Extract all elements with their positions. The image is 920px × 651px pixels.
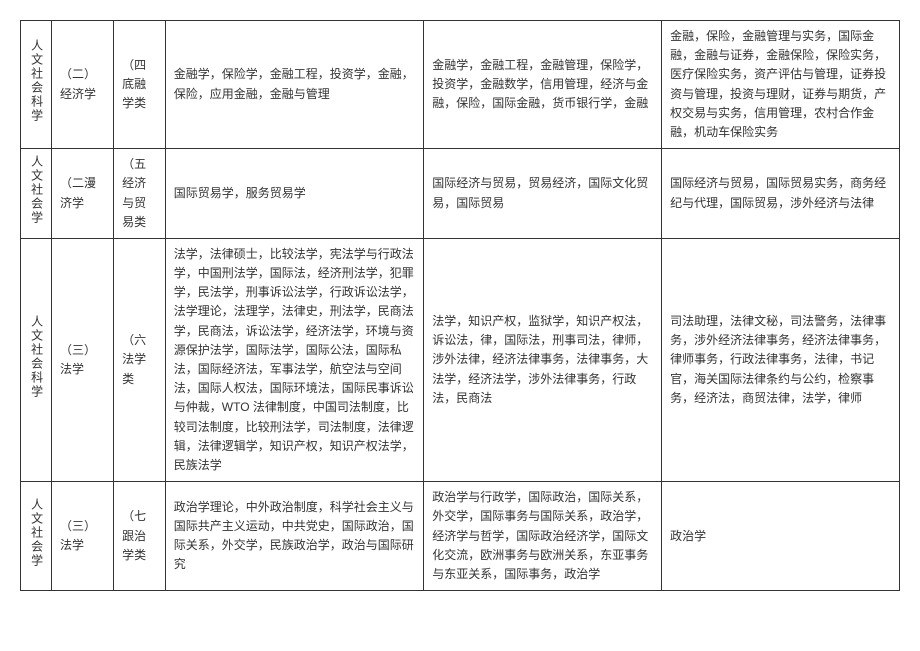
major-category-table: 人文社会科学 （二）经济学 （四底融学类 金融学，保险学，金融工程，投资学，金融… — [20, 20, 900, 591]
type-cell: （六法学类 — [114, 238, 166, 481]
category-text: 人文社会学 — [26, 498, 45, 568]
content-cell-b: 政治学与行政学，国际政治，国际关系，外交学，国际事务与国际关系，政治学，经济学与… — [424, 482, 662, 591]
content-cell-c: 国际经济与贸易，国际贸易实务，商务经纪与代理，国际贸易，涉外经济与法律 — [662, 149, 900, 239]
subcategory-cell: （二漫济学 — [52, 149, 114, 239]
content-cell-a: 国际贸易学，服务贸易学 — [165, 149, 424, 239]
table-row: 人文社会科学 （三）法学 （六法学类 法学，法律硕士，比较法学，宪法学与行政法学… — [21, 238, 900, 481]
type-cell: （七跟治学类 — [114, 482, 166, 591]
content-cell-b: 金融学，金融工程，金融管理，保险学，投资学，金融数学，信用管理，经济与金融，保险… — [424, 21, 662, 149]
content-cell-a: 金融学，保险学，金融工程，投资学，金融，保险，应用金融，金融与管理 — [165, 21, 424, 149]
category-cell: 人文社会学 — [21, 149, 52, 239]
type-cell: （五经济与贸易类 — [114, 149, 166, 239]
subcategory-cell: （三）法学 — [52, 482, 114, 591]
subcategory-cell: （三）法学 — [52, 238, 114, 481]
subcategory-cell: （二）经济学 — [52, 21, 114, 149]
category-cell: 人文社会科学 — [21, 238, 52, 481]
content-cell-c: 司法助理，法律文秘，司法警务，法律事务，涉外经济法律事务，经济法律事务，律师事务… — [662, 238, 900, 481]
content-cell-b: 国际经济与贸易，贸易经济，国际文化贸易，国际贸易 — [424, 149, 662, 239]
table-row: 人文社会学 （三）法学 （七跟治学类 政治学理论，中外政治制度，科学社会主义与国… — [21, 482, 900, 591]
category-text: 人文社会科学 — [26, 39, 45, 123]
category-text: 人文社会科学 — [26, 315, 45, 399]
table-row: 人文社会学 （二漫济学 （五经济与贸易类 国际贸易学，服务贸易学 国际经济与贸易… — [21, 149, 900, 239]
content-cell-a: 政治学理论，中外政治制度，科学社会主义与国际共产主义运动，中共党史，国际政治，国… — [165, 482, 424, 591]
category-cell: 人文社会科学 — [21, 21, 52, 149]
content-cell-c: 政治学 — [662, 482, 900, 591]
type-cell: （四底融学类 — [114, 21, 166, 149]
category-text: 人文社会学 — [26, 155, 45, 225]
category-cell: 人文社会学 — [21, 482, 52, 591]
table-row: 人文社会科学 （二）经济学 （四底融学类 金融学，保险学，金融工程，投资学，金融… — [21, 21, 900, 149]
content-cell-b: 法学，知识产权，监狱学，知识产权法，诉讼法，律，国际法，刑事司法，律师，涉外法律… — [424, 238, 662, 481]
content-cell-c: 金融，保险，金融管理与实务，国际金融，金融与证券，金融保险，保险实务，医疗保险实… — [662, 21, 900, 149]
content-cell-a: 法学，法律硕士，比较法学，宪法学与行政法学，中国刑法学，国际法，经济刑法学，犯罪… — [165, 238, 424, 481]
